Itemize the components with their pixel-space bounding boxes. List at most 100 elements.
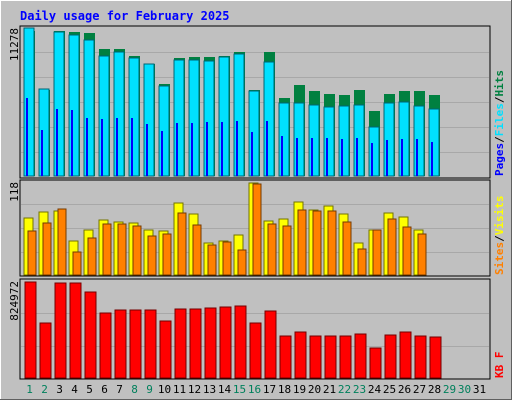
bar-sites-day-24 bbox=[372, 229, 382, 276]
bar-files-day-7 bbox=[113, 51, 125, 177]
bar-pages-day-26 bbox=[401, 139, 403, 176]
bar-kb-f-day-15 bbox=[234, 305, 247, 379]
bar-files-day-13 bbox=[203, 60, 215, 177]
bar-sites-day-4 bbox=[72, 251, 82, 276]
day-label-20: 20 bbox=[308, 383, 321, 396]
bar-kb-f-day-14 bbox=[219, 306, 232, 379]
bar-files-day-12 bbox=[188, 59, 200, 177]
legend-entry-pages: Pages bbox=[493, 143, 506, 176]
legend-kbytes: KB F bbox=[493, 352, 506, 379]
scale-max-label-kbytes: 824972 bbox=[8, 281, 21, 321]
bar-files-day-11 bbox=[173, 59, 185, 177]
bar-pages-day-1 bbox=[26, 98, 28, 176]
bar-sites-day-27 bbox=[417, 233, 427, 276]
legend-separator: / bbox=[493, 235, 506, 242]
bar-pages-day-5 bbox=[86, 118, 88, 176]
bar-sites-day-25 bbox=[387, 218, 397, 276]
day-label-18: 18 bbox=[278, 383, 291, 396]
bar-pages-day-18 bbox=[281, 136, 283, 176]
bar-pages-day-16 bbox=[251, 132, 253, 176]
bar-kb-f-day-5 bbox=[84, 291, 97, 379]
day-label-17: 17 bbox=[263, 383, 276, 396]
bar-kb-f-day-20 bbox=[309, 335, 322, 379]
bar-pages-day-6 bbox=[101, 119, 103, 176]
bar-files-day-1 bbox=[23, 27, 35, 177]
bar-sites-day-1 bbox=[27, 230, 37, 276]
bar-sites-day-13 bbox=[207, 244, 217, 276]
bar-pages-day-3 bbox=[56, 109, 58, 176]
bar-pages-day-20 bbox=[311, 138, 313, 176]
bar-kb-f-day-12 bbox=[189, 308, 202, 379]
day-label-26: 26 bbox=[398, 383, 411, 396]
bar-files-day-8 bbox=[128, 57, 140, 177]
bar-pages-day-8 bbox=[131, 118, 133, 176]
bar-sites-day-22 bbox=[342, 221, 352, 276]
bar-pages-day-14 bbox=[221, 122, 223, 176]
legend-entry-files: Files bbox=[493, 103, 506, 136]
bar-pages-day-24 bbox=[371, 143, 373, 176]
day-label-16: 16 bbox=[248, 383, 261, 396]
bar-sites-day-18 bbox=[282, 225, 292, 276]
bar-pages-day-22 bbox=[341, 139, 343, 176]
legend-visits-sites: Sites/Visits bbox=[493, 196, 506, 276]
bar-files-day-19 bbox=[293, 102, 305, 177]
bar-kb-f-day-25 bbox=[384, 334, 397, 379]
day-label-10: 10 bbox=[158, 383, 171, 396]
bar-kb-f-day-26 bbox=[399, 331, 412, 379]
bar-sites-day-20 bbox=[312, 210, 322, 276]
legend-entry-visits: Visits bbox=[493, 196, 506, 236]
day-label-21: 21 bbox=[323, 383, 336, 396]
bar-files-day-14 bbox=[218, 56, 230, 177]
day-label-19: 19 bbox=[293, 383, 306, 396]
bar-kb-f-day-22 bbox=[339, 335, 352, 379]
bar-sites-day-7 bbox=[117, 223, 127, 276]
bar-kb-f-day-21 bbox=[324, 335, 337, 379]
bar-files-day-17 bbox=[263, 61, 275, 177]
bar-kb-f-day-24 bbox=[369, 347, 382, 379]
day-label-4: 4 bbox=[71, 383, 78, 396]
bar-sites-day-9 bbox=[147, 235, 157, 276]
bar-pages-day-19 bbox=[296, 138, 298, 176]
day-label-2: 2 bbox=[41, 383, 48, 396]
bar-sites-day-3 bbox=[57, 208, 67, 276]
scale-max-label-visits-sites: 118 bbox=[8, 182, 21, 202]
bar-kb-f-day-17 bbox=[264, 310, 277, 379]
bar-kb-f-day-18 bbox=[279, 335, 292, 379]
legend-entry-sites: Sites bbox=[493, 242, 506, 275]
bar-kb-f-day-16 bbox=[249, 322, 262, 379]
bar-sites-day-14 bbox=[222, 241, 232, 276]
bar-files-day-5 bbox=[83, 39, 95, 177]
bar-pages-day-4 bbox=[71, 110, 73, 176]
bar-sites-day-10 bbox=[162, 233, 172, 276]
legend-separator: / bbox=[493, 96, 506, 103]
bar-pages-day-13 bbox=[206, 122, 208, 176]
panel-hits-frame bbox=[19, 25, 491, 179]
bar-pages-day-7 bbox=[116, 118, 118, 176]
bar-files-day-6 bbox=[98, 55, 110, 177]
legend-entry-kb-f: KB F bbox=[493, 352, 506, 379]
bar-files-day-22 bbox=[338, 105, 350, 177]
legend-separator: / bbox=[493, 136, 506, 143]
bar-files-day-3 bbox=[53, 31, 65, 177]
bar-kb-f-day-27 bbox=[414, 335, 427, 379]
bar-pages-day-21 bbox=[326, 138, 328, 176]
chart-title: Daily usage for February 2025 bbox=[20, 9, 230, 23]
bar-kb-f-day-3 bbox=[54, 282, 67, 379]
bar-files-day-23 bbox=[353, 104, 365, 177]
day-label-31: 31 bbox=[473, 383, 486, 396]
day-label-23: 23 bbox=[353, 383, 366, 396]
legend-hits-files-pages: Pages/Files/Hits bbox=[493, 70, 506, 176]
bar-files-day-21 bbox=[323, 106, 335, 177]
bar-kb-f-day-10 bbox=[159, 320, 172, 379]
bar-sites-day-12 bbox=[192, 224, 202, 276]
bar-sites-day-19 bbox=[297, 209, 307, 276]
day-label-27: 27 bbox=[413, 383, 426, 396]
day-label-24: 24 bbox=[368, 383, 382, 396]
bar-files-day-16 bbox=[248, 90, 260, 177]
day-label-12: 12 bbox=[188, 383, 201, 396]
day-label-5: 5 bbox=[86, 383, 93, 396]
day-label-1: 1 bbox=[26, 383, 33, 396]
bar-sites-day-17 bbox=[267, 223, 277, 276]
bar-kb-f-day-1 bbox=[24, 281, 37, 379]
day-label-29: 29 bbox=[443, 383, 456, 396]
